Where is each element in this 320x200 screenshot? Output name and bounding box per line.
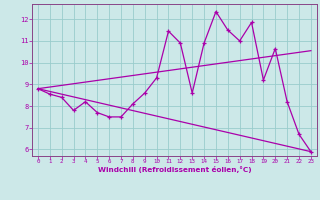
X-axis label: Windchill (Refroidissement éolien,°C): Windchill (Refroidissement éolien,°C) [98,166,251,173]
